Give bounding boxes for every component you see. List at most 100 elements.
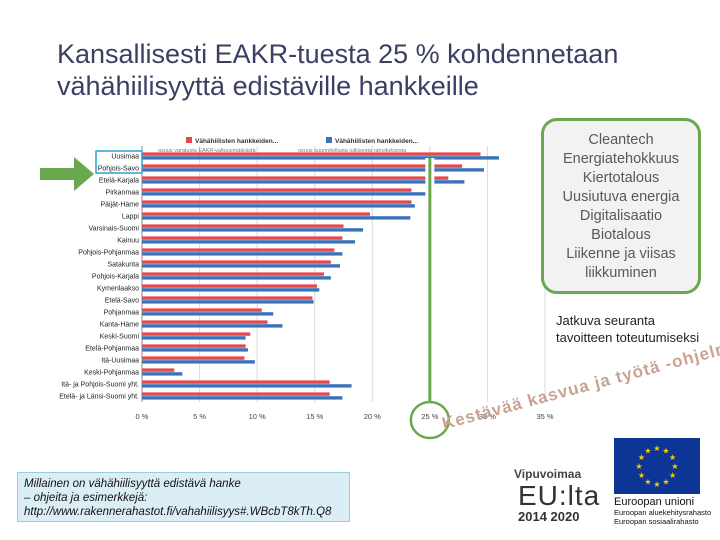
- vipuvoimaa-logo-eu: EU:lta: [518, 480, 601, 511]
- category-label: Kymenlaakso: [97, 286, 139, 293]
- category-label: Keski-Suomi: [100, 334, 140, 341]
- bar: [142, 368, 175, 372]
- bar: [142, 152, 481, 156]
- vipuvoimaa-logo-years: 2014 2020: [518, 509, 580, 524]
- category-label: Varsinais-Suomi: [89, 226, 140, 233]
- eu-star-icon: ★: [669, 471, 676, 480]
- bar: [142, 192, 432, 196]
- x-tick-label: 10 %: [249, 412, 266, 421]
- category-label: Etelä- ja Länsi-Suomi yht.: [59, 394, 139, 401]
- bar: [142, 324, 283, 328]
- info-line-1: Millainen on vähähiilisyyttä edistävä ha…: [24, 478, 241, 490]
- themes-box: Cleantech Energiatehokkuus Kiertotalous …: [541, 118, 701, 294]
- category-label: Pohjois-Karjala: [92, 274, 139, 281]
- theme-item: Cleantech: [588, 132, 654, 148]
- eu-logo-funds: Euroopan aluekehitysrahasto Euroopan sos…: [614, 508, 711, 526]
- theme-item: Liikenne ja viisas: [566, 246, 676, 262]
- target-circle: [409, 400, 451, 440]
- legend-swatch: [186, 137, 192, 143]
- bar: [142, 336, 246, 340]
- eu-star-icon: ★: [669, 453, 676, 462]
- category-label: Itä-Uusimaa: [101, 358, 139, 365]
- bar: [142, 332, 251, 336]
- legend-label: Vähähiilisten hankkeiden...: [335, 138, 418, 145]
- bar: [142, 384, 352, 388]
- category-label: Pohjois-Pohjanmaa: [78, 250, 139, 257]
- theme-item: Kiertotalous: [582, 170, 660, 186]
- bar: [142, 164, 463, 168]
- bar: [142, 300, 314, 304]
- category-label: Itä- ja Pohjois-Suomi yht.: [61, 382, 139, 389]
- eu-star-icon: ★: [638, 471, 645, 480]
- info-link[interactable]: http://www.rakennerahastot.fi/vahahiilis…: [24, 506, 332, 518]
- bar: [142, 372, 183, 376]
- eu-star-icon: ★: [671, 462, 678, 471]
- x-tick-label: 25 %: [421, 412, 438, 421]
- x-tick-label: 30 %: [479, 412, 496, 421]
- bar: [142, 216, 411, 220]
- bar: [142, 236, 343, 240]
- bar: [142, 348, 248, 352]
- bar: [142, 356, 245, 360]
- legend-note: osuus suunnitellusta julkisesta rahoituk…: [298, 148, 407, 154]
- bar: [142, 392, 330, 396]
- category-label: Satakunta: [107, 262, 139, 269]
- bar: [142, 204, 415, 208]
- legend-note: osuus varatusta EAKR-valtuusmäärästä: [158, 148, 256, 154]
- category-label: Etelä-Pohjanmaa: [85, 346, 139, 353]
- theme-item: Uusiutuva energia: [562, 189, 680, 205]
- eu-star-icon: ★: [635, 462, 642, 471]
- bar: [142, 360, 255, 364]
- category-label: Kainuu: [117, 238, 139, 245]
- eu-flag-icon: ★ ★ ★ ★ ★ ★ ★ ★ ★ ★ ★ ★: [614, 438, 700, 494]
- info-box: Millainen on vähähiilisyyttä edistävä ha…: [17, 472, 350, 522]
- bar: [142, 224, 344, 228]
- eu-logo-name: Euroopan unioni: [614, 496, 695, 508]
- bar: [142, 380, 330, 384]
- bar: [142, 156, 499, 160]
- slide-title: Kansallisesti EAKR-tuesta 25 % kohdennet…: [57, 38, 697, 102]
- bar: [142, 312, 274, 316]
- x-tick-label: 15 %: [306, 412, 323, 421]
- eu-fund-line-2: Euroopan sosiaalirahasto: [614, 517, 699, 526]
- eu-star-icon: ★: [662, 446, 669, 455]
- category-label: Päijät-Häme: [100, 202, 139, 209]
- highlight-arrow: [40, 157, 94, 191]
- category-label: Keski-Pohjanmaa: [84, 370, 139, 377]
- bar: [142, 180, 465, 184]
- bar: [142, 272, 324, 276]
- bar: [142, 308, 262, 312]
- bar: [142, 276, 331, 280]
- monitoring-text: Jatkuva seuranta tavoitteen toteutumisek…: [556, 312, 699, 346]
- theme-item: Energiatehokkuus: [562, 151, 680, 167]
- bar: [142, 260, 331, 264]
- monitoring-line-1: Jatkuva seuranta: [556, 313, 656, 328]
- info-line-2: – ohjeita ja esimerkkejä:: [24, 492, 148, 504]
- bar: [142, 344, 246, 348]
- legend-label: Vähähiilisten hankkeiden...: [195, 138, 278, 145]
- highlight-box: [95, 150, 143, 174]
- bar: [142, 296, 313, 300]
- eu-star-icon: ★: [653, 444, 660, 453]
- eu-star-icon: ★: [662, 478, 669, 487]
- theme-item: Digitalisaatio: [579, 208, 663, 224]
- bar: [142, 284, 318, 288]
- eu-fund-line-1: Euroopan aluekehitysrahasto: [614, 508, 712, 517]
- bar: [142, 176, 449, 180]
- bar: [142, 288, 320, 292]
- category-label: Pohjois-Savo: [98, 166, 139, 173]
- category-label: Pirkanmaa: [106, 190, 140, 197]
- category-label: Pohjanmaa: [104, 310, 140, 317]
- bar: [142, 200, 412, 204]
- eu-star-icon: ★: [653, 480, 660, 489]
- eu-star-icon: ★: [644, 446, 651, 455]
- category-label: Kanta-Häme: [100, 322, 139, 329]
- bar: [142, 264, 341, 268]
- bar: [142, 320, 268, 324]
- category-label: Uusimaa: [111, 154, 139, 161]
- x-tick-label: 0 %: [136, 412, 149, 421]
- x-tick-label: 35 %: [536, 412, 553, 421]
- bar: [142, 212, 370, 216]
- bar: [142, 168, 484, 172]
